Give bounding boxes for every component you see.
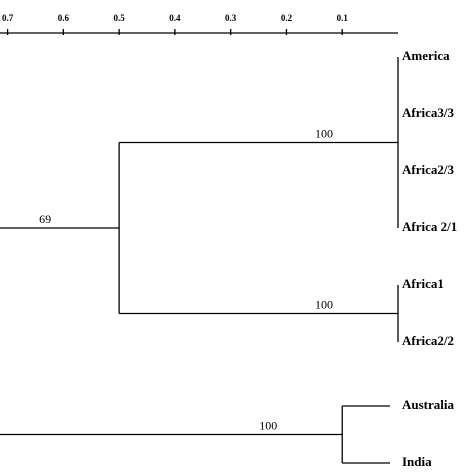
x-tick-label: 0.2	[281, 13, 293, 23]
support-label: 100	[259, 418, 277, 432]
x-tick-label: 0.5	[114, 13, 126, 23]
leaf-label: Africa2/3	[402, 162, 454, 177]
x-tick-label: 0.1	[337, 13, 349, 23]
x-tick-label: 0.7	[2, 13, 14, 23]
leaf-label: Africa3/3	[402, 105, 454, 120]
leaf-label: America	[402, 48, 450, 63]
leaf-label: Africa1	[402, 276, 444, 291]
support-label: 100	[315, 126, 333, 140]
leaf-label: India	[402, 454, 432, 469]
leaf-label: Australia	[402, 397, 455, 412]
x-tick-label: 0.3	[225, 13, 237, 23]
x-tick-label: 0.6	[58, 13, 70, 23]
support-label: 69	[39, 212, 51, 226]
leaf-label: Africa2/2	[402, 333, 454, 348]
support-label: 100	[315, 297, 333, 311]
leaf-label: Africa 2/1	[402, 219, 457, 234]
x-tick-label: 0.4	[169, 13, 181, 23]
